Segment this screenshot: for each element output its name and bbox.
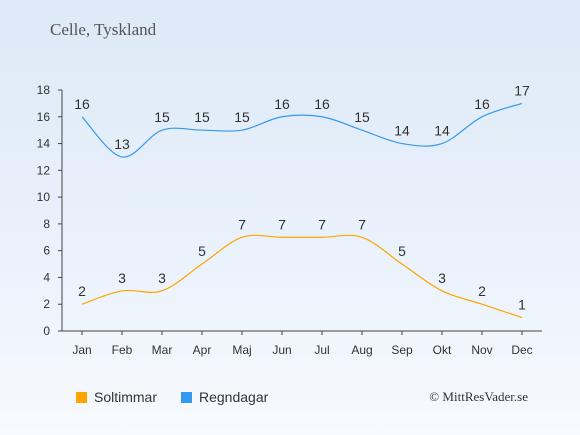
data-label-soltimmar: 5: [198, 243, 206, 259]
data-label-regndagar: 16: [74, 96, 90, 112]
legend-item-soltimmar: Soltimmar: [76, 389, 157, 405]
x-tick-label: Sep: [391, 343, 413, 357]
series-line-regndagar: [81, 102, 523, 158]
x-tick-label: Dec: [511, 343, 532, 357]
data-label-regndagar: 15: [154, 109, 170, 125]
data-label-soltimmar: 5: [398, 243, 406, 259]
x-tick-label: Apr: [193, 343, 212, 357]
x-tick-label: Jul: [314, 343, 329, 357]
x-tick-label: Mar: [152, 343, 173, 357]
y-tick-label: 6: [43, 244, 50, 258]
data-label-soltimmar: 3: [118, 270, 126, 286]
y-tick-label: 16: [37, 110, 51, 124]
data-label-soltimmar: 7: [318, 216, 326, 232]
x-tick-label: Aug: [351, 343, 372, 357]
data-label-regndagar: 15: [234, 109, 250, 125]
data-label-soltimmar: 2: [78, 283, 86, 299]
y-tick-label: 14: [37, 137, 51, 151]
credit-text: © MittResVader.se: [429, 389, 528, 404]
y-tick-label: 2: [43, 297, 50, 311]
data-label-regndagar: 13: [114, 136, 130, 152]
data-label-regndagar: 14: [394, 123, 410, 139]
legend-item-regndagar: Regndagar: [181, 389, 268, 405]
legend-label-soltimmar: Soltimmar: [94, 389, 158, 405]
x-tick-label: Maj: [232, 343, 251, 357]
legend-swatch-soltimmar: [76, 391, 87, 403]
x-tick-label: Feb: [112, 343, 133, 357]
x-tick-label: Nov: [471, 343, 492, 357]
data-label-soltimmar: 7: [238, 216, 246, 232]
x-tick-label: Okt: [433, 343, 452, 357]
data-label-soltimmar: 1: [518, 297, 526, 313]
y-tick-label: 8: [43, 217, 50, 231]
data-label-soltimmar: 2: [478, 283, 486, 299]
data-label-regndagar: 16: [274, 96, 290, 112]
y-tick-label: 4: [43, 270, 50, 284]
data-label-regndagar: 16: [314, 96, 330, 112]
x-tick-label: Jan: [72, 343, 91, 357]
legend-swatch-regndagar: [181, 391, 192, 403]
y-tick-label: 10: [37, 190, 51, 204]
x-tick-label: Jun: [272, 343, 291, 357]
data-label-soltimmar: 7: [358, 216, 366, 232]
data-label-regndagar: 14: [434, 123, 450, 139]
data-label-regndagar: 15: [194, 109, 210, 125]
y-tick-label: 18: [37, 83, 51, 97]
y-tick-label: 12: [37, 163, 51, 177]
chart-title: Celle, Tyskland: [50, 20, 157, 39]
series-line-soltimmar: [81, 234, 523, 319]
legend-label-regndagar: Regndagar: [199, 389, 269, 405]
data-label-soltimmar: 7: [278, 216, 286, 232]
data-label-soltimmar: 3: [438, 270, 446, 286]
data-label-soltimmar: 3: [158, 270, 166, 286]
data-label-regndagar: 15: [354, 109, 370, 125]
data-label-regndagar: 16: [474, 96, 490, 112]
data-label-regndagar: 17: [514, 82, 530, 98]
y-tick-label: 0: [43, 324, 50, 338]
